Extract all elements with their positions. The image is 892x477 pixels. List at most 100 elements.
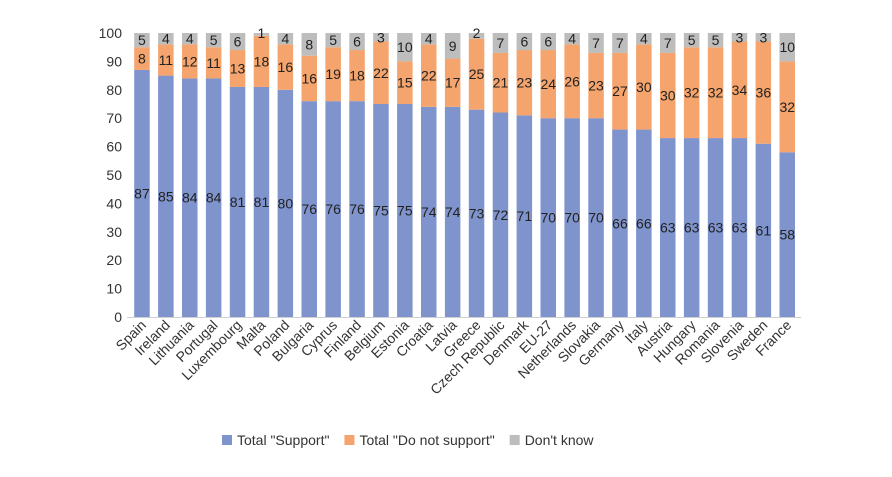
bar-segment (779, 152, 795, 317)
data-label: 58 (779, 227, 795, 243)
bar-segment (564, 33, 580, 45)
bar-segment (468, 38, 485, 110)
data-label: 87 (134, 185, 150, 201)
bar-segment (683, 47, 700, 139)
bar-segment (588, 118, 604, 317)
data-label: 4 (640, 31, 648, 47)
data-label: 17 (445, 75, 461, 91)
bar-segment (373, 104, 389, 317)
data-label: 84 (206, 190, 222, 206)
data-label: 6 (520, 34, 528, 50)
data-label: 66 (612, 215, 628, 231)
data-label: 27 (612, 83, 628, 99)
legend-swatch (344, 435, 355, 445)
data-label: 7 (664, 35, 672, 51)
bar-segment (373, 33, 389, 42)
data-label: 75 (397, 203, 413, 219)
data-label: 24 (540, 76, 556, 92)
bar-segment (325, 101, 341, 317)
bar-segment (229, 33, 246, 51)
data-label: 8 (305, 36, 313, 52)
data-label: 5 (210, 32, 218, 48)
data-label: 3 (377, 29, 385, 45)
legend: Total "Support" Total "Do not support" Don… (222, 432, 594, 448)
data-label: 19 (325, 66, 341, 82)
bar-segment (349, 101, 365, 317)
bar-segment (301, 33, 317, 56)
bar-segment (731, 33, 748, 42)
bar-segment (325, 47, 341, 102)
bar-segment (134, 33, 150, 48)
legend-swatch (509, 435, 520, 445)
data-label: 63 (732, 220, 748, 236)
bar-segment (636, 33, 652, 45)
data-label: 25 (469, 66, 485, 82)
data-label: 13 (230, 61, 246, 77)
bar-segment (277, 44, 294, 90)
y-tick-label: 50 (106, 167, 122, 183)
bar-segment (540, 33, 556, 51)
y-tick-label: 100 (99, 25, 123, 41)
data-label: 70 (540, 210, 556, 226)
bar-segment (158, 33, 174, 45)
data-label: 22 (421, 68, 437, 84)
bar-segment (205, 33, 222, 48)
bar-segment (755, 33, 772, 42)
bar-segment (134, 47, 150, 70)
bar-segment (516, 115, 533, 317)
data-label: 16 (301, 70, 317, 86)
data-label: 1 (258, 25, 266, 41)
legend-swatch (222, 435, 232, 445)
bar-segment (444, 58, 461, 107)
data-label: 61 (756, 222, 772, 238)
bar-segment (444, 106, 461, 317)
bar-segment (158, 44, 174, 76)
bar-segment (660, 33, 676, 53)
data-label: 66 (636, 215, 652, 231)
y-tick-label: 30 (106, 224, 122, 240)
data-label: 7 (592, 35, 600, 51)
data-label: 76 (325, 201, 341, 217)
data-label: 6 (234, 34, 242, 50)
bar-segment (540, 118, 556, 317)
data-label: 23 (517, 75, 533, 91)
data-label: 74 (421, 204, 437, 220)
bar-segment (301, 55, 317, 102)
bar-segment (660, 138, 676, 317)
data-label: 80 (278, 195, 294, 211)
bar-segment (205, 78, 222, 317)
data-label: 4 (162, 31, 170, 47)
data-label: 5 (712, 32, 720, 48)
bar-segment (373, 41, 389, 104)
y-tick-label: 90 (106, 53, 122, 69)
data-label: 7 (616, 35, 624, 51)
bar-segment (468, 33, 485, 39)
data-label: 85 (158, 188, 174, 204)
bar-segment (612, 52, 628, 130)
data-label: 5 (138, 32, 146, 48)
data-label: 32 (779, 99, 795, 115)
data-label: 4 (281, 31, 289, 47)
y-tick-label: 10 (106, 281, 122, 297)
y-tick-label: 70 (106, 110, 122, 126)
data-label: 30 (660, 87, 676, 103)
data-label: 23 (588, 78, 604, 94)
data-label: 22 (373, 65, 389, 81)
data-label: 2 (473, 25, 481, 41)
data-label: 71 (517, 208, 533, 224)
bar-segment (182, 44, 198, 79)
data-label: 63 (684, 220, 700, 236)
bar-segment (588, 33, 604, 53)
bar-segment (731, 138, 748, 317)
data-label: 18 (349, 68, 365, 84)
data-label: 16 (278, 59, 294, 75)
bar-segment (779, 61, 795, 153)
data-labels: 8785851148412484115811368118180164761687… (134, 25, 795, 243)
y-tick-label: 40 (106, 195, 122, 211)
bar-segment (277, 33, 294, 45)
data-label: 15 (397, 75, 413, 91)
data-label: 8 (138, 51, 146, 67)
data-label: 4 (186, 31, 194, 47)
data-label: 3 (759, 29, 767, 45)
bar-segment (612, 33, 628, 53)
